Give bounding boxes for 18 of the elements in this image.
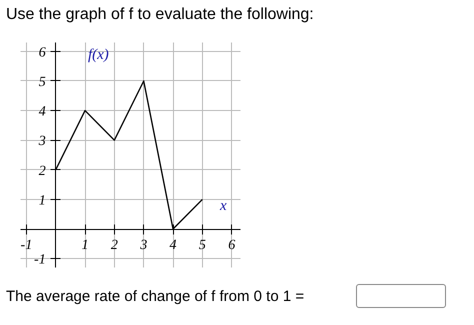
- x-tick-label: -1: [20, 238, 32, 254]
- annotation: x: [218, 198, 227, 214]
- y-tick-label: 3: [38, 134, 46, 150]
- x-tick-label: 4: [170, 238, 177, 254]
- y-tick-label: 5: [38, 74, 46, 90]
- x-tick-label: 1: [82, 238, 89, 254]
- chart-title: Use the graph of f to evaluate the following:: [6, 5, 314, 25]
- y-tick-label: 1: [38, 193, 46, 208]
- y-tick-label: -1: [34, 252, 46, 268]
- y-tick-label: 6: [38, 45, 46, 60]
- x-tick-label: 6: [228, 238, 236, 254]
- x-tick-label: 2: [110, 238, 118, 254]
- y-tick-label: 2: [38, 164, 46, 179]
- y-tick-label: 4: [38, 104, 46, 120]
- text: The average rate of change of f from 0 to 1 =: [6, 287, 304, 307]
- annotation: f(x): [88, 47, 109, 64]
- x-tick-label: 5: [198, 238, 206, 254]
- x-tick-label: 3: [139, 238, 148, 254]
